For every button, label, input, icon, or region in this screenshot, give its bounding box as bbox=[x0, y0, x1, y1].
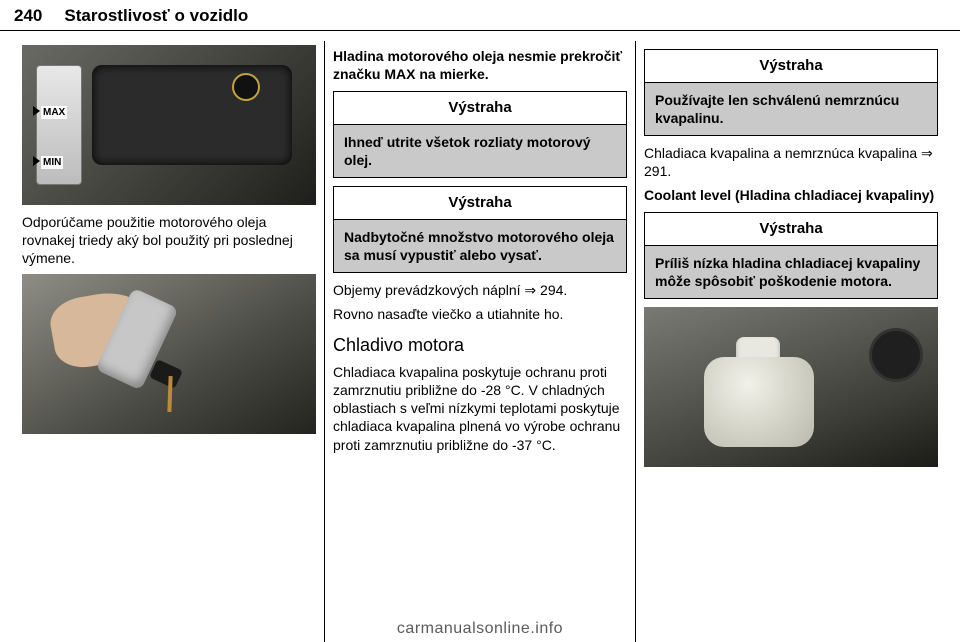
coolant-description: Chladiaca kvapalina poskytuje ochranu pr… bbox=[333, 363, 627, 454]
column-2: Hladina motorového oleja nesmie prekroči… bbox=[324, 41, 635, 642]
warning-body: Nadbytočné množstvo motorového oleja sa … bbox=[334, 220, 626, 272]
engine-cover-graphic bbox=[92, 65, 292, 165]
warning-body: Ihneď utrite všetok rozliaty motorový ol… bbox=[334, 125, 626, 177]
oil-recommendation-text: Odporúčame použitie motorového oleja rov… bbox=[22, 213, 316, 268]
chapter-title: Starostlivosť o vozidlo bbox=[64, 6, 248, 26]
column-3: Výstraha Používajte len schválenú nemrzn… bbox=[635, 41, 946, 642]
coolant-level-heading: Coolant level (Hladina chladiacej kvapal… bbox=[644, 186, 938, 204]
warning-box-spilled-oil: Výstraha Ihneď utrite všetok rozliaty mo… bbox=[333, 91, 627, 178]
dipstick-min-label: MIN bbox=[41, 156, 63, 169]
filler-neck-graphic bbox=[149, 359, 183, 389]
page-number: 240 bbox=[14, 6, 42, 26]
page-header: 240 Starostlivosť o vozidlo bbox=[0, 0, 960, 31]
warning-title: Výstraha bbox=[334, 187, 626, 220]
image-dipstick: MAX MIN bbox=[22, 45, 316, 205]
content-columns: MAX MIN Odporúčame použitie motorového o… bbox=[0, 31, 960, 642]
oil-level-lead: Hladina motorového oleja nesmie prekroči… bbox=[333, 47, 627, 83]
dipstick-graphic: MAX MIN bbox=[36, 65, 82, 185]
column-1: MAX MIN Odporúčame použitie motorového o… bbox=[14, 41, 324, 642]
dipstick-max-label: MAX bbox=[41, 106, 67, 119]
cap-instructions: Rovno nasaďte viečko a utiahnite ho. bbox=[333, 305, 627, 323]
warning-box-low-coolant: Výstraha Príliš nízka hladina chladiacej… bbox=[644, 212, 938, 299]
capacity-reference: Objemy prevádzkových náplní ⇒ 294. bbox=[333, 281, 627, 299]
warning-box-approved-antifreeze: Výstraha Používajte len schválenú nemrzn… bbox=[644, 49, 938, 136]
warning-title: Výstraha bbox=[645, 213, 937, 246]
image-coolant-tank bbox=[644, 307, 938, 467]
warning-body: Používajte len schválenú nemrznúcu kvapa… bbox=[645, 83, 937, 135]
antifreeze-reference: Chladiaca kvapalina a nemrznúca kvapalin… bbox=[644, 144, 938, 180]
warning-box-excess-oil: Výstraha Nadbytočné množstvo motorového … bbox=[333, 186, 627, 273]
warning-title: Výstraha bbox=[645, 50, 937, 83]
max-arrow-icon bbox=[33, 106, 40, 116]
coolant-tank-graphic bbox=[704, 357, 814, 447]
warning-title: Výstraha bbox=[334, 92, 626, 125]
secondary-cap-graphic bbox=[872, 331, 920, 379]
warning-body: Príliš nízka hladina chladiacej kvapalin… bbox=[645, 246, 937, 298]
oil-stream-graphic bbox=[167, 376, 172, 412]
image-oil-pour bbox=[22, 274, 316, 434]
footer-watermark: carmanualsonline.info bbox=[0, 620, 960, 638]
oil-filler-cap-graphic bbox=[232, 73, 260, 101]
min-arrow-icon bbox=[33, 156, 40, 166]
section-coolant-title: Chladivo motora bbox=[333, 334, 627, 357]
